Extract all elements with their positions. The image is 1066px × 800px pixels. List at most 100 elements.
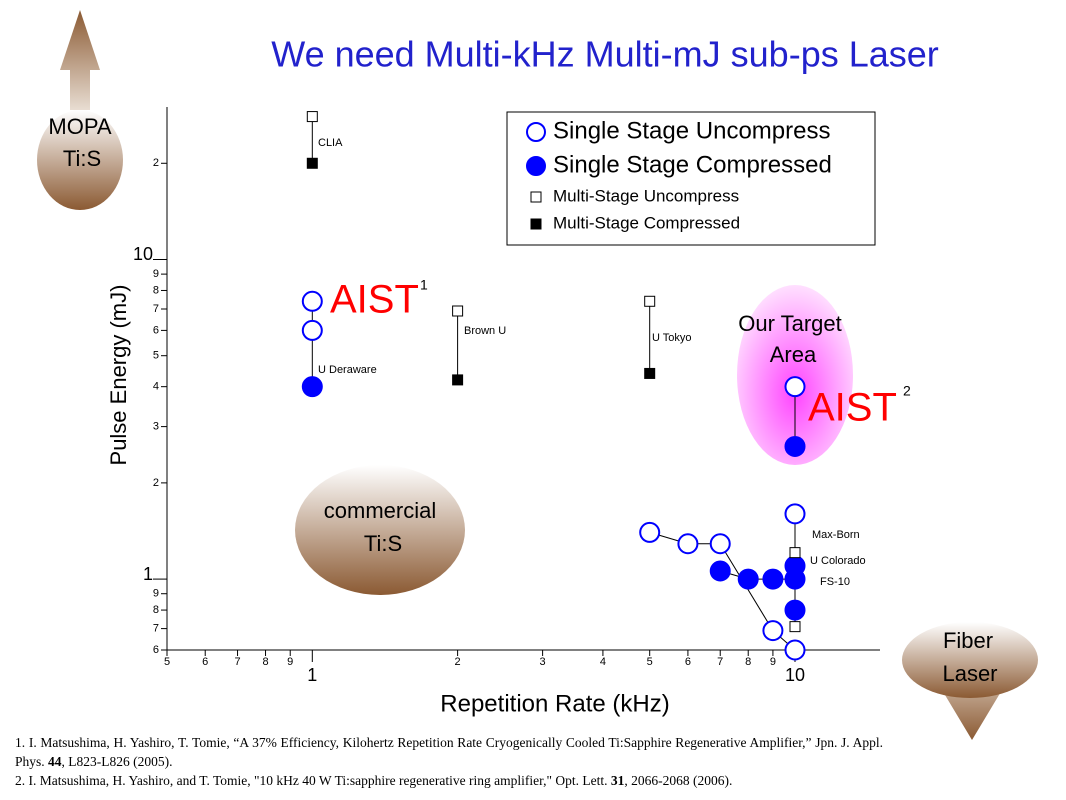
y-tick-label: 6: [153, 324, 159, 336]
aist-label: AIST: [808, 386, 897, 430]
superscript: 2: [903, 383, 911, 399]
x-tick-label: 7: [717, 656, 723, 668]
point: [789, 547, 801, 559]
annotation: Laser: [942, 661, 997, 686]
x-tick-label: 9: [770, 656, 776, 668]
legend-label: Single Stage Compressed: [553, 151, 832, 178]
x-tick-label: 9: [287, 656, 293, 668]
x-tick-label: 10: [785, 665, 805, 685]
reference: 2. I. Matsushima, H. Yashiro, and T. Tom…: [15, 771, 883, 790]
y-tick-label: 7: [153, 623, 159, 635]
annotation: Ti:S: [364, 531, 402, 556]
x-axis-label: Repetition Rate (kHz): [440, 690, 669, 717]
x-tick-label: 1: [307, 665, 317, 685]
references: 1. I. Matsushima, H. Yashiro, T. Tomie, …: [15, 733, 883, 790]
annotation: Area: [770, 342, 817, 367]
annotation: Fiber: [943, 628, 993, 653]
y-tick-label: 1: [143, 564, 153, 584]
annotation: CLIA: [318, 137, 343, 149]
superscript: 1: [420, 277, 428, 293]
reference: 1. I. Matsushima, H. Yashiro, T. Tomie, …: [15, 733, 883, 771]
x-tick-label: 6: [685, 656, 691, 668]
point: [452, 374, 464, 386]
point: [639, 521, 661, 543]
x-tick-label: 5: [164, 656, 170, 668]
annotation: Ti:S: [63, 146, 101, 171]
point: [784, 503, 806, 525]
x-tick-label: 8: [262, 656, 268, 668]
aist-label: AIST: [330, 278, 419, 322]
fiber-ellipse: [902, 622, 1038, 698]
point: [677, 533, 699, 555]
y-axis-label: Pulse Energy (mJ): [106, 285, 131, 466]
point: [452, 305, 464, 317]
legend-symbol: [530, 191, 542, 203]
point: [301, 319, 323, 341]
point: [789, 621, 801, 633]
annotation: MOPA: [48, 114, 111, 139]
y-tick-label: 7: [153, 303, 159, 315]
point: [737, 568, 759, 590]
y-tick-label: 8: [153, 604, 159, 616]
point: [301, 290, 323, 312]
y-tick-label: 4: [153, 381, 159, 393]
mopa-ellipse: [37, 110, 123, 210]
legend-label: Multi-Stage Compressed: [553, 213, 740, 232]
point: [301, 376, 323, 398]
point: [306, 157, 318, 169]
point: [784, 435, 806, 457]
x-tick-label: 5: [647, 656, 653, 668]
annotation: commercial: [324, 498, 436, 523]
annotation: Max-Born: [812, 529, 860, 541]
point: [784, 639, 806, 661]
legend: [506, 111, 876, 246]
reference-text: , 2066-2068 (2006).: [624, 773, 733, 788]
target-ellipse: [737, 285, 853, 465]
reference-text: 1. I. Matsushima, H. Yashiro, T. Tomie, …: [15, 735, 883, 769]
y-tick-label: 10: [133, 244, 153, 264]
x-tick-label: 3: [540, 656, 546, 668]
y-tick-label: 8: [153, 284, 159, 296]
legend-symbol: [526, 156, 546, 176]
legend-label: Single Stage Uncompress: [553, 117, 830, 144]
legend-symbol: [526, 122, 546, 142]
x-tick-label: 6: [202, 656, 208, 668]
x-tick-label: 7: [234, 656, 240, 668]
y-tick-label: 9: [153, 268, 159, 280]
point: [784, 568, 806, 590]
annotation: U Colorado: [810, 555, 866, 567]
y-tick-label: 6: [153, 644, 159, 656]
arrow-up: [60, 10, 100, 110]
point: [762, 568, 784, 590]
point: [644, 367, 656, 379]
point: [709, 533, 731, 555]
reference-text: , L823-L826 (2005).: [61, 754, 173, 769]
title: We need Multi-kHz Multi-mJ sub-ps Laser: [271, 34, 939, 75]
reference-volume: 44: [48, 754, 62, 769]
y-tick-label: 2: [153, 157, 159, 169]
point: [784, 599, 806, 621]
x-tick-label: 2: [455, 656, 461, 668]
legend-symbol: [530, 218, 542, 230]
annotation: Brown U: [464, 325, 506, 337]
annotation: Our Target: [738, 311, 842, 336]
x-tick-label: 4: [600, 656, 606, 668]
point: [762, 620, 784, 642]
legend-label: Multi-Stage Uncompress: [553, 186, 739, 205]
point: [306, 111, 318, 123]
y-tick-label: 3: [153, 421, 159, 433]
reference-volume: 31: [610, 773, 625, 788]
annotation: FS-10: [820, 576, 850, 588]
commercial-ellipse: [295, 465, 465, 595]
point: [709, 560, 731, 582]
annotation: U Deraware: [318, 364, 377, 376]
y-tick-label: 2: [153, 477, 159, 489]
annotation: U Tokyo: [652, 332, 692, 344]
x-tick-label: 8: [745, 656, 751, 668]
reference-text: 2. I. Matsushima, H. Yashiro, and T. Tom…: [15, 773, 611, 788]
y-tick-label: 5: [153, 350, 159, 362]
point: [644, 295, 656, 307]
point: [784, 376, 806, 398]
